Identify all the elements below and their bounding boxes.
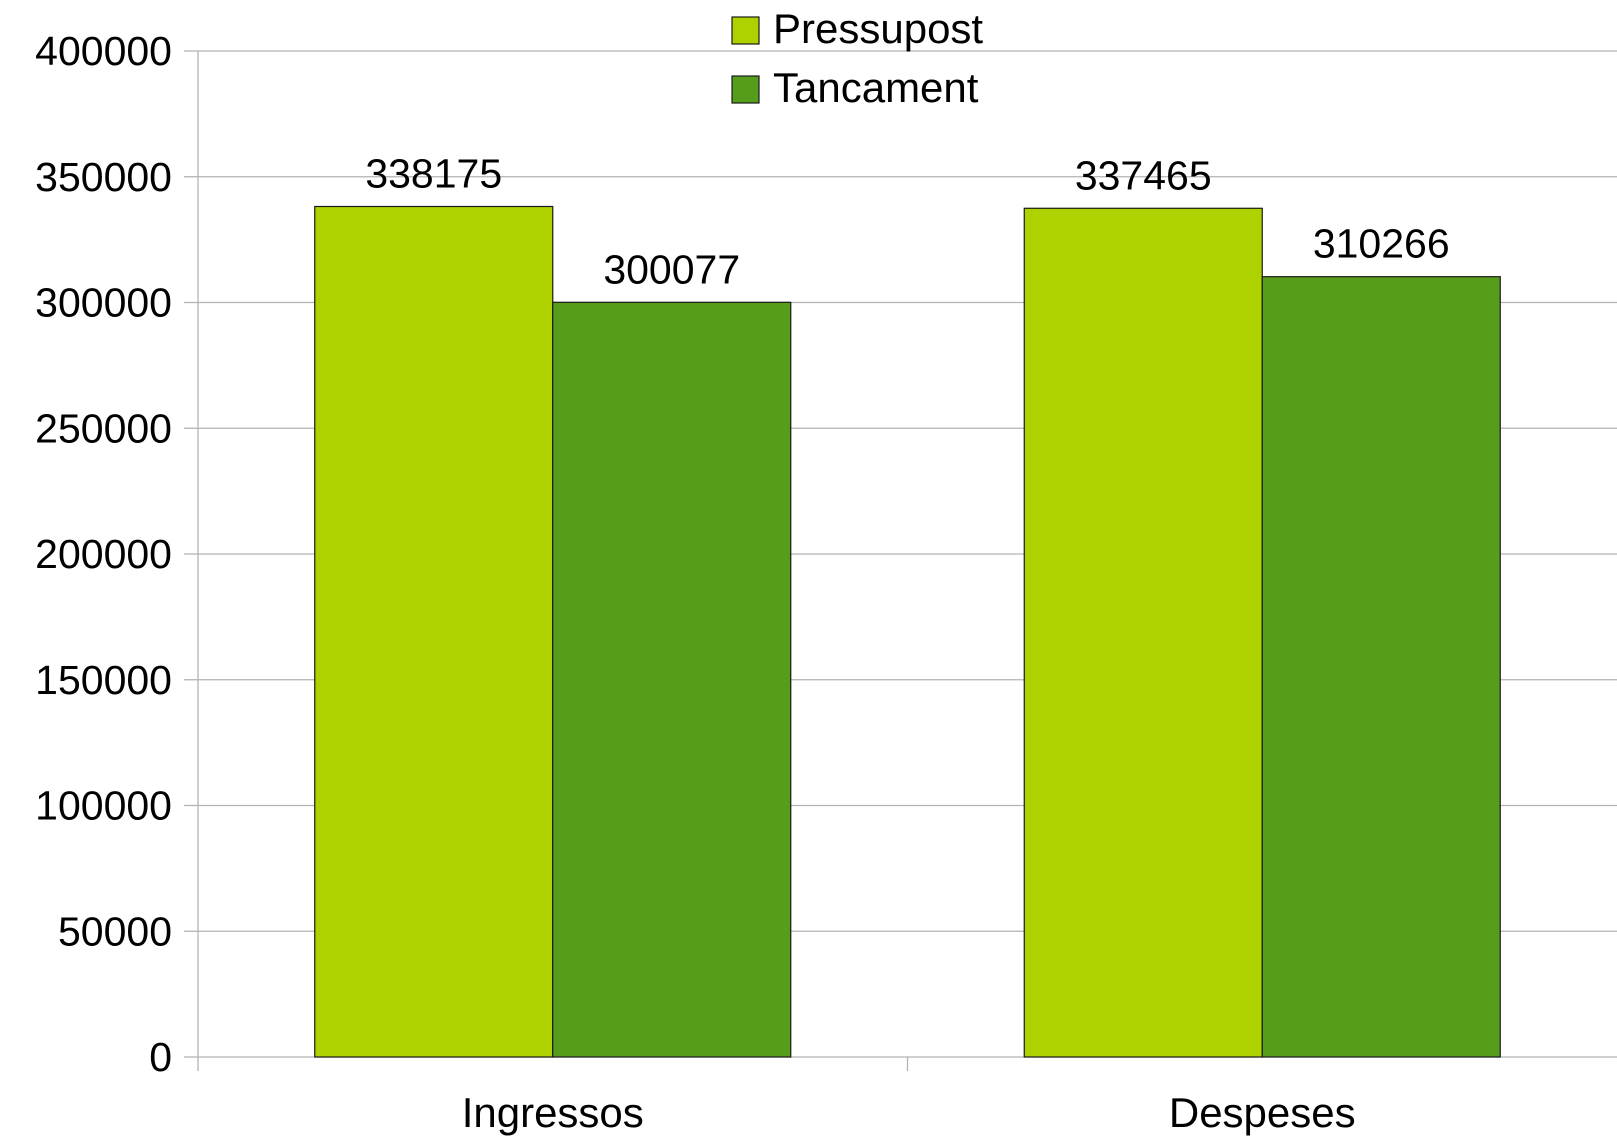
- bar-tancament-ingressos: [552, 301, 792, 1058]
- y-tick-label: 50000: [58, 908, 172, 954]
- x-tick-label: Ingressos: [462, 1089, 644, 1136]
- bar-pressupost-despeses: [1023, 207, 1263, 1058]
- legend-item: Pressupost: [731, 5, 983, 52]
- legend-swatch: [731, 75, 760, 104]
- legend-label: Pressupost: [773, 5, 983, 52]
- y-tick-label: 300000: [35, 280, 172, 326]
- y-tick-label: 250000: [35, 405, 172, 451]
- y-tick-label: 0: [149, 1034, 172, 1080]
- data-label: 338175: [365, 150, 502, 196]
- x-tick-label: Despeses: [1169, 1089, 1356, 1136]
- labels: 338175 300077 337465 310266: [365, 150, 1449, 292]
- y-tick-label: 350000: [35, 154, 172, 200]
- y-tick-label: 150000: [35, 657, 172, 703]
- data-label: 337465: [1075, 152, 1212, 198]
- legend-label: Tancament: [773, 64, 979, 111]
- bars: [314, 205, 1501, 1058]
- bar-pressupost-ingressos: [314, 205, 554, 1058]
- y-tick-label: 200000: [35, 531, 172, 577]
- data-label: 310266: [1313, 221, 1450, 267]
- legend-swatch: [731, 16, 760, 45]
- legend-item: Tancament: [731, 64, 979, 111]
- legend: Pressupost Tancament: [731, 5, 983, 111]
- y-tick-label: 400000: [35, 28, 172, 74]
- axes: 0 50000 100000 150000 200000 250000 300000 3500…: [35, 28, 1617, 1136]
- bar-tancament-despeses: [1261, 276, 1501, 1058]
- y-tick-label: 100000: [35, 783, 172, 829]
- data-label: 300077: [603, 246, 740, 292]
